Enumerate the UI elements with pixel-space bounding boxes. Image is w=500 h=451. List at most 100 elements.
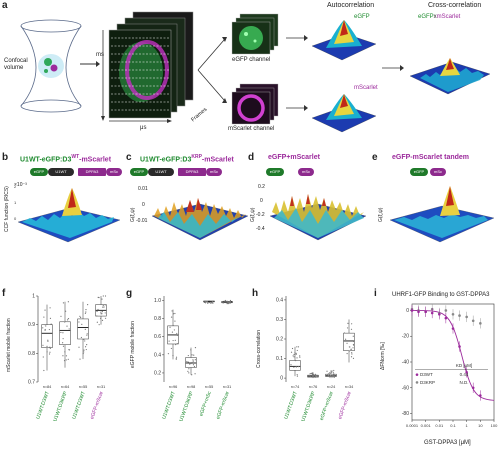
arrow-icon [382,65,404,71]
data-point [104,304,106,306]
panel-d-tick-0: 0.2 [258,184,265,190]
data-point [344,338,347,340]
data-point [49,317,52,319]
wt-point [451,327,455,330]
data-point [329,373,331,375]
data-point [68,328,70,330]
data-point [167,353,170,355]
data-point [314,376,316,378]
chart-i-xlabel: GST-DPPA3 [μM] [424,440,471,446]
data-point [175,356,178,358]
data-point [176,342,178,345]
panel-a-letter: a [2,0,8,11]
data-point [175,358,177,360]
category-label: U1WT:D3WT [35,391,51,420]
data-point [174,312,176,315]
panel-c-letter: c [126,152,132,163]
panel-c-title-part2: -mScarlet [201,156,234,164]
data-point [85,311,87,313]
data-point [351,353,353,355]
pill-msc: mSc [298,168,314,176]
data-point [48,353,51,355]
data-point [211,301,214,303]
panel-c-title: U1WT-eGFP:D3KRP-mScarlet [140,154,234,163]
data-point [64,351,66,353]
data-point [42,356,44,358]
data-point [206,300,209,303]
wt-point [471,386,475,390]
box [289,360,301,371]
y-tick-label: -20 [402,334,409,340]
cc-mscarlet-label: mScarlet [436,14,461,20]
data-point [329,372,331,374]
egfp-channel-image [231,13,279,55]
data-point [62,332,64,334]
data-point [174,320,176,322]
data-point [350,348,352,350]
panel-i-letter: i [374,288,377,299]
data-point [168,340,170,342]
y-tick-label: 0.4 [154,352,161,358]
chart-i-ylabel: ΔFNorm [‰] [380,342,386,370]
data-point [63,360,66,362]
krp-point [465,315,468,319]
data-point [101,313,103,315]
data-point [100,311,102,313]
box [185,357,197,368]
panel-c-title-part1: U1WT-eGFP:D3 [140,156,192,164]
y-tick-label: 0.1 [276,356,283,362]
data-point [104,295,107,297]
data-point [346,342,348,344]
data-point [190,349,192,351]
n-label: n=55 [205,385,214,389]
data-point [80,316,82,319]
data-point [352,335,354,337]
data-point [84,312,87,314]
crosscorrelation-title: Cross-correlation [428,2,482,9]
data-point [62,338,64,340]
data-point [328,374,330,376]
y-tick-label: -80 [402,411,409,417]
data-point [352,343,355,346]
arrow-icon [286,35,308,41]
chart-g-plot: 1.0 0.8 0.6 0.4 0.2 n=96 U1WT:D3WT n=98U1WT:D3K… [154,296,233,422]
data-point [78,346,80,348]
data-point [65,355,68,357]
data-point [189,363,191,365]
data-point [49,346,51,348]
y-tick-label: 0.4 [276,297,283,303]
data-point [97,296,99,298]
mscarlet-channel-label: mScarlet channel [228,126,275,132]
data-point [193,354,195,356]
data-point [210,302,212,304]
data-point [228,301,230,303]
box [41,324,53,348]
egfp-channel-label: eGFP channel [232,57,271,63]
data-point [297,346,300,348]
pill-msc: mSc [106,168,122,176]
pill-egfp: eGFP [266,168,284,176]
data-point [222,302,224,304]
data-point [67,318,70,320]
data-point [48,328,50,331]
data-point [187,354,189,357]
wt-point [410,309,414,312]
confocal-volume-diagram [20,19,82,113]
panel-b-title-part2: -mScarlet [79,156,112,164]
mscarlet-autocorrelation-surface [311,94,377,133]
legend-marker [415,381,419,384]
pill-dppa3: DPPA3 [178,168,206,176]
legend-name: D3WT [420,372,433,377]
data-point [44,329,46,331]
y-tick-label: 0.7 [28,380,35,386]
data-point [350,328,353,330]
data-point [352,357,355,359]
data-point [296,346,298,348]
data-point [65,310,67,312]
panel-c-title-sup: KRP [191,154,202,160]
egfp-autocorrelation-surface [311,20,377,61]
data-point [68,349,70,351]
pill-egfp: eGFP [410,168,428,176]
x-tick-label: 10 [478,423,483,428]
chart-f-ylabel: mScarlet mobile fraction [6,318,12,372]
